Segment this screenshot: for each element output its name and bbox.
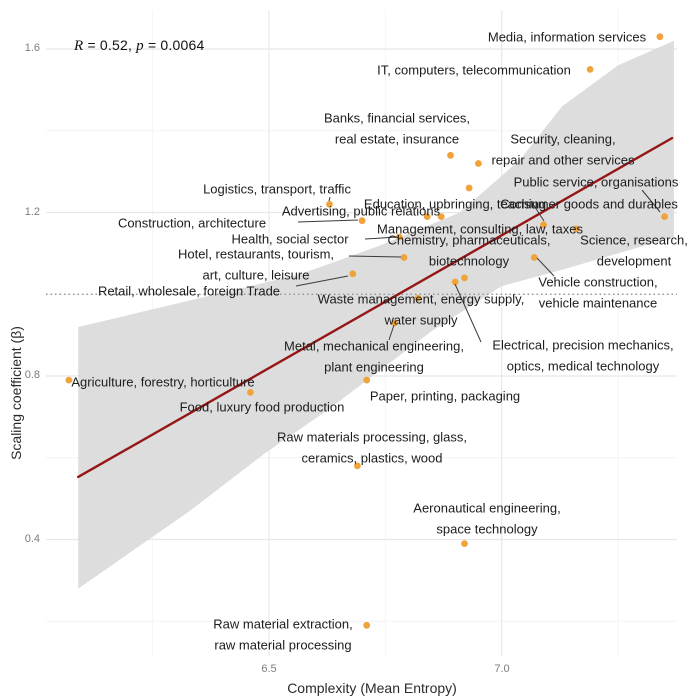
regression-line [76, 136, 674, 479]
label-connector [641, 189, 661, 213]
data-point [465, 184, 473, 192]
sector-label: Chemistry, pharmaceuticals, [387, 233, 550, 248]
sector-label: Banks, financial services, [324, 111, 470, 126]
x-tick-label: 6.5 [261, 663, 277, 675]
sector-label: Retail, wholesale, foreign Trade [98, 284, 280, 299]
sector-label: Public service, organisations [514, 175, 679, 190]
data-point [423, 213, 431, 221]
sector-label: plant engineering [324, 360, 424, 375]
sector-label: vehicle maintenance [539, 296, 658, 311]
label-connector [328, 196, 331, 202]
sector-label: Construction, architecture [118, 216, 266, 231]
sector-label: Food, luxury food production [180, 400, 345, 415]
y-tick-label: 1.6 [24, 42, 40, 54]
label-connector [295, 275, 349, 287]
sector-label: Aeronautical engineering, [413, 501, 560, 516]
data-point [586, 66, 594, 73]
label-connector [348, 255, 402, 258]
sector-label: water supply [384, 313, 458, 328]
sector-label: ceramics, plastics, wood [302, 451, 443, 466]
sector-label: Management, consulting, law, taxes [377, 222, 583, 237]
sector-label: Metal, mechanical engineering, [284, 339, 464, 354]
data-point [358, 217, 366, 225]
data-point [349, 270, 357, 278]
data-point [530, 254, 538, 261]
r-symbol: R [74, 38, 84, 54]
data-point [363, 376, 371, 384]
data-point [461, 540, 468, 547]
sector-label: Media, information services [488, 30, 647, 45]
sector-label: Science, research, [580, 233, 688, 248]
sector-label: Security, cleaning, [510, 132, 615, 147]
confidence-band [78, 40, 674, 589]
label-connector [297, 219, 359, 223]
sector-label: Hotel, restaurants, tourism, [178, 247, 334, 262]
sector-label: Advertising, public relations [282, 204, 441, 219]
data-point [354, 462, 361, 470]
data-point [656, 33, 664, 41]
sector-label: Health, social sector [231, 232, 349, 247]
sector-label: biotechnology [429, 254, 510, 269]
r-value: = 0.52, [83, 37, 137, 53]
sector-label: real estate, insurance [335, 132, 459, 147]
p-symbol: p [136, 38, 144, 54]
sector-label: raw material processing [214, 638, 351, 653]
sector-label: Electrical, precision mechanics, [492, 338, 673, 353]
label-connector [536, 257, 555, 277]
data-point [661, 213, 668, 221]
data-point [475, 160, 482, 167]
y-tick-label: 1.2 [24, 206, 40, 218]
x-tick-label: 7.0 [494, 663, 510, 675]
data-point [572, 225, 580, 233]
correlation-annotation: R = 0.52, p = 0.0064 [74, 37, 204, 55]
label-connector [388, 324, 395, 341]
data-point [461, 274, 468, 282]
sector-label: Raw material extraction, [213, 617, 352, 632]
sector-label: Raw materials processing, glass, [277, 430, 467, 445]
sector-label: Consumer goods and durables [500, 197, 678, 212]
sector-label: Education, upbringing, teaching [364, 197, 546, 212]
sector-label: space technology [436, 522, 538, 537]
data-point [400, 254, 408, 261]
sector-label: Logistics, transport, traffic [203, 182, 351, 197]
sector-label: IT, computers, telecommunication [377, 63, 571, 78]
data-point [326, 200, 333, 208]
y-axis-title: Scaling coefficient (β) [8, 326, 24, 460]
sector-label: repair and other services [491, 153, 635, 168]
data-point [363, 621, 371, 629]
data-point [451, 278, 459, 286]
x-axis-title: Complexity (Mean Entropy) [287, 680, 457, 696]
p-value: = 0.0064 [143, 37, 205, 53]
data-point [395, 233, 403, 241]
data-point [437, 213, 445, 221]
data-point [391, 319, 399, 327]
data-point [540, 221, 547, 229]
label-connector [454, 283, 482, 343]
y-tick-label: 0.4 [24, 533, 40, 545]
sector-label: art, culture, leisure [203, 268, 310, 283]
label-connector [530, 200, 545, 222]
label-connector [364, 236, 399, 240]
data-point [447, 151, 454, 159]
data-point [414, 294, 422, 302]
data-point [65, 376, 73, 384]
data-point [247, 389, 254, 396]
sector-label: Waste management, energy supply, [318, 292, 525, 307]
sector-label: Agriculture, forestry, horticulture [71, 375, 254, 390]
sector-label: Vehicle construction, [538, 275, 657, 290]
sector-label: development [597, 254, 672, 269]
sector-label: optics, medical technology [507, 359, 660, 374]
sector-label: Paper, printing, packaging [370, 389, 520, 404]
y-tick-label: 0.8 [24, 369, 40, 381]
